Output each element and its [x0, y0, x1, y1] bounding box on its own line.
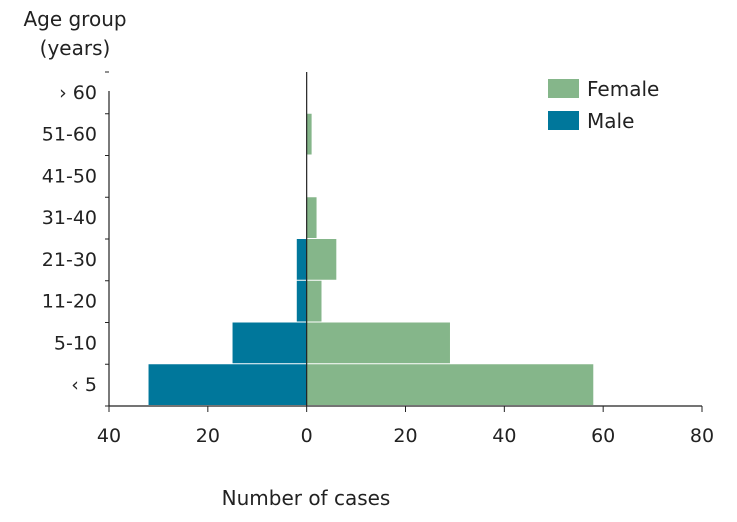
x-tick-label-2: 0 [301, 425, 313, 447]
bar-male-0 [148, 364, 307, 405]
bar-female-0 [306, 364, 594, 405]
x-tick-label-3: 20 [393, 425, 417, 447]
bar-female-1 [306, 322, 450, 364]
legend-swatch-0 [548, 79, 579, 98]
x-tick-label-1: 20 [196, 425, 220, 447]
y-tick-label-5: 41-50 [42, 165, 97, 187]
x-tick-label-6: 80 [690, 425, 714, 447]
y-tick-label-7: › 60 [59, 82, 97, 104]
y-tick-label-2: 11-20 [42, 291, 97, 313]
bar-female-4 [306, 197, 317, 238]
bar-female-6 [306, 113, 312, 155]
bar-male-3 [296, 239, 307, 280]
bar-female-3 [306, 239, 337, 280]
x-tick-label-5: 60 [591, 425, 615, 447]
legend-label-0: Female [587, 77, 659, 101]
x-tick-label-4: 40 [492, 425, 516, 447]
x-axis-title: Number of cases [221, 486, 391, 510]
y-tick-label-4: 31-40 [42, 207, 97, 229]
x-tick-label-0: 40 [97, 425, 121, 447]
y-axis-title-line-2: (years) [39, 36, 111, 60]
y-tick-label-1: 5-10 [54, 332, 97, 354]
y-tick-label-0: ‹ 5 [71, 374, 97, 396]
bar-male-2 [296, 280, 307, 322]
y-tick-label-6: 51-60 [42, 124, 97, 146]
y-axis-title-line-1: Age group [23, 7, 127, 31]
y-tick-label-3: 21-30 [42, 249, 97, 271]
legend-swatch-1 [548, 111, 579, 130]
legend-label-1: Male [587, 109, 634, 133]
bar-female-2 [306, 280, 322, 322]
bar-male-1 [232, 322, 307, 364]
